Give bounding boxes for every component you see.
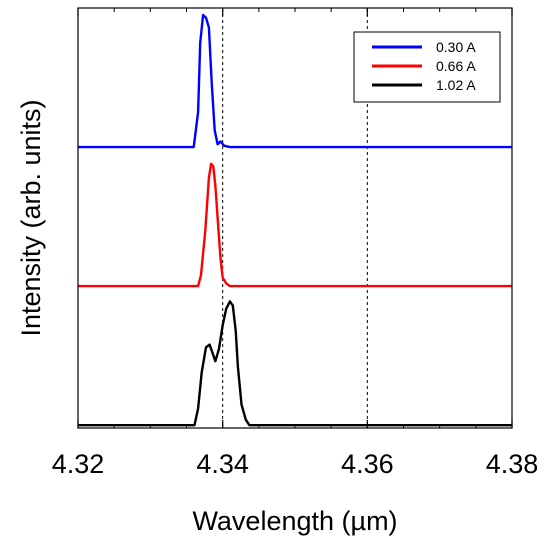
x-axis-title: Wavelength (µm) — [192, 506, 397, 536]
y-axis-title: Intensity (arb. units) — [16, 99, 46, 336]
legend-label-1: 0.66 A — [436, 58, 476, 74]
legend: 0.30 A 0.66 A 1.02 A — [353, 31, 501, 103]
x-axis-tick-labels: 4.32 4.34 4.36 4.38 — [52, 449, 539, 479]
series-line-0 — [78, 13, 512, 149]
series-line-1 — [78, 162, 512, 288]
reference-lines — [222, 8, 368, 428]
legend-label-0: 0.30 A — [436, 39, 476, 55]
x-tick-label-1: 4.34 — [196, 449, 249, 479]
legend-label-2: 1.02 A — [436, 77, 476, 93]
x-tick-label-3: 4.38 — [486, 449, 539, 479]
series-line-2 — [78, 300, 512, 427]
x-axis-ticks — [77, 8, 513, 428]
series-layer — [78, 13, 512, 427]
x-tick-label-2: 4.36 — [341, 449, 394, 479]
x-tick-label-0: 4.32 — [52, 449, 105, 479]
